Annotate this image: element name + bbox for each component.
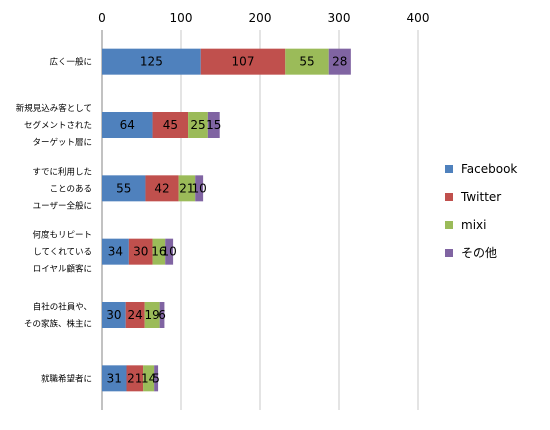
bar-segment — [200, 48, 286, 75]
category-label: 何度もリピートしてくれているロイヤル顧客に — [32, 230, 92, 275]
bar-segment — [102, 48, 201, 75]
x-tick-label: 0 — [98, 11, 106, 25]
data-label: 10 — [162, 245, 177, 259]
data-label: 14 — [141, 371, 156, 385]
data-label: 34 — [108, 245, 123, 259]
bar-segment — [128, 238, 153, 265]
category-label: すでに利用したことのあるユーザー全般に — [32, 166, 92, 211]
bar-segment — [102, 112, 153, 138]
data-label: 10 — [192, 181, 207, 195]
data-label: 5 — [152, 371, 160, 385]
data-label: 55 — [299, 55, 314, 69]
bar-segment — [159, 302, 165, 328]
data-label: 107 — [232, 55, 255, 69]
data-label: 30 — [133, 245, 148, 259]
category-label: 広く一般に — [49, 57, 92, 68]
bar-segment — [195, 175, 204, 202]
bar-segment — [145, 175, 179, 202]
x-tick-label: 300 — [328, 11, 351, 25]
data-label: 25 — [190, 118, 205, 132]
bar-segment — [144, 302, 160, 328]
data-label: 30 — [106, 308, 121, 322]
data-label: 21 — [127, 371, 142, 385]
x-axis-ticks: 0 100 200 300 400 — [98, 11, 429, 25]
bar-segment — [188, 112, 208, 138]
legend-swatch — [445, 193, 453, 201]
bar-segment — [102, 175, 146, 202]
bar-segment — [102, 238, 129, 265]
bar-segment — [152, 238, 166, 265]
data-label: 45 — [163, 118, 178, 132]
legend-label: Facebook — [461, 162, 517, 176]
data-label: 6 — [158, 308, 166, 322]
legend-swatch — [445, 249, 453, 257]
bar-segment — [125, 302, 145, 328]
data-label: 24 — [128, 308, 143, 322]
legend-swatch — [445, 165, 453, 173]
bar-segment — [152, 112, 189, 138]
data-label: 21 — [179, 181, 194, 195]
data-label: 19 — [145, 308, 160, 322]
bar-segment — [154, 365, 159, 392]
legend-swatch — [445, 221, 453, 229]
data-label: 31 — [107, 371, 122, 385]
data-label: 42 — [154, 181, 169, 195]
category-labels: 広く一般に新規見込み客としてセグメントされたターゲット層にすでに利用したことのあ… — [16, 57, 92, 385]
legend: Facebook Twitter mixi その他 — [445, 162, 517, 260]
category-label: 就職希望者に — [41, 373, 92, 384]
data-label: 64 — [120, 118, 135, 132]
bar-segment — [143, 365, 155, 392]
data-label: 125 — [140, 55, 163, 69]
bar-segment — [207, 112, 220, 138]
x-tick-label: 100 — [170, 11, 193, 25]
bar-segment — [102, 302, 126, 328]
data-label: 55 — [116, 181, 131, 195]
gridlines — [101, 30, 419, 410]
legend-label: mixi — [461, 218, 486, 232]
category-label: 自社の社員や、その家族、株主に — [24, 302, 92, 330]
bar-segment — [328, 48, 351, 75]
legend-label: Twitter — [460, 190, 501, 204]
bar-segment — [165, 238, 174, 265]
x-tick-label: 200 — [249, 11, 272, 25]
data-label: 16 — [151, 245, 166, 259]
bar-segment — [285, 48, 329, 75]
x-tick-label: 400 — [407, 11, 430, 25]
data-label: 28 — [332, 55, 347, 69]
legend-label: その他 — [461, 246, 497, 260]
bar-segment — [178, 175, 196, 202]
data-label: 15 — [206, 118, 221, 132]
category-label: 新規見込み客としてセグメントされたターゲット層に — [16, 103, 92, 148]
bar-segment — [102, 365, 127, 392]
bar-segment — [126, 365, 144, 392]
